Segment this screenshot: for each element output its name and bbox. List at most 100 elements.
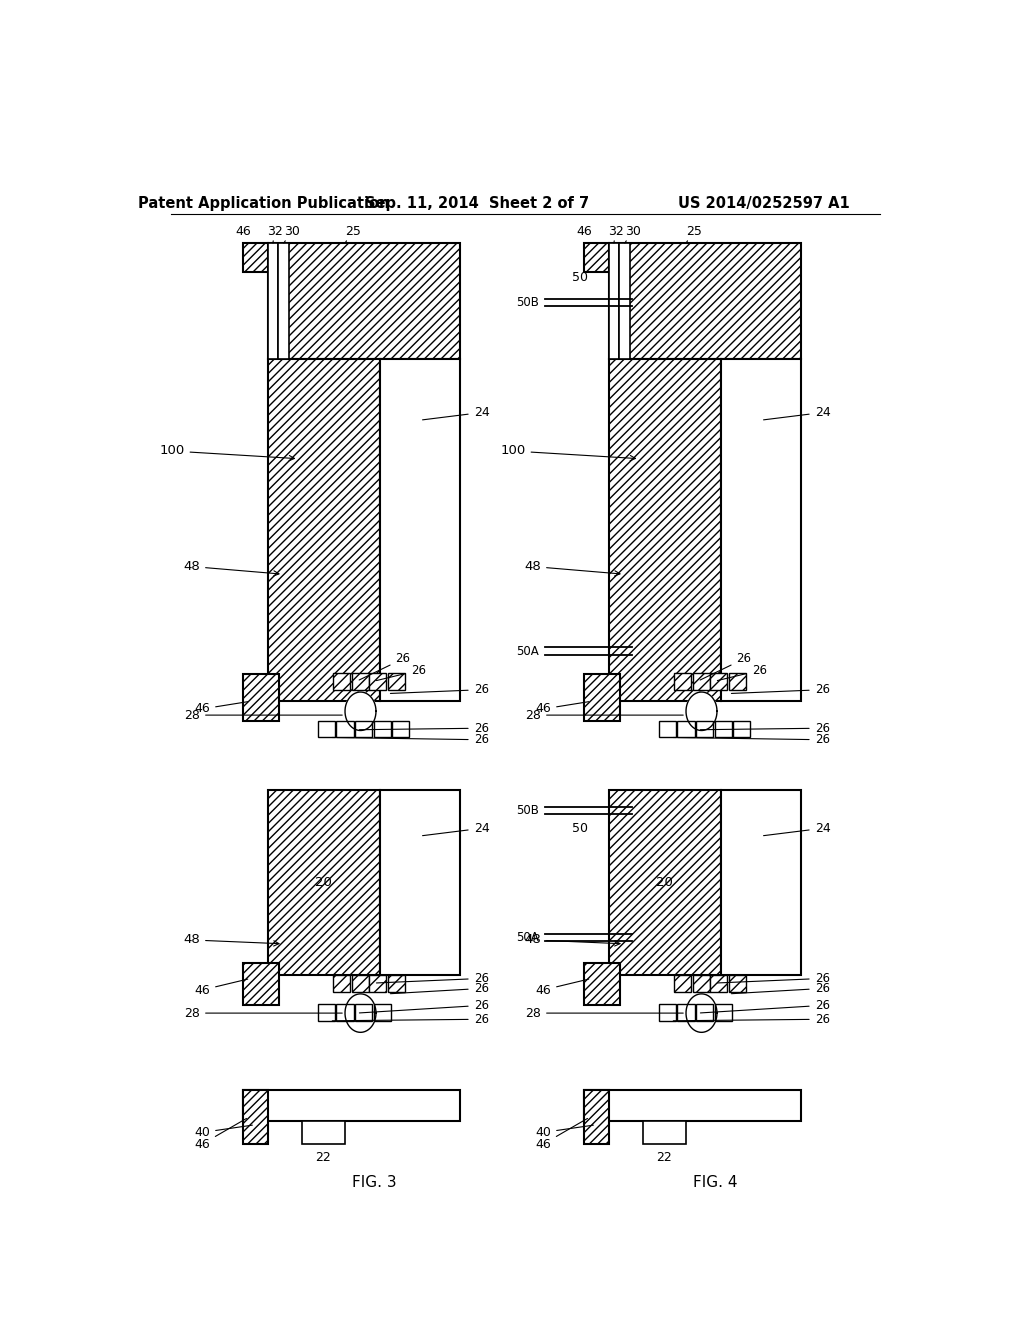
Bar (658, 1003, 676, 1020)
Text: 24: 24 (423, 822, 489, 836)
Text: 20: 20 (655, 875, 673, 888)
Text: 50: 50 (572, 822, 588, 834)
Bar (693, 974, 710, 991)
Text: 40: 40 (536, 1125, 593, 1139)
Bar (334, 974, 350, 991)
Text: 30: 30 (284, 224, 299, 243)
Text: 28: 28 (184, 709, 342, 722)
Text: 32: 32 (266, 224, 283, 243)
Text: 22: 22 (656, 1151, 672, 1164)
Text: 26: 26 (718, 664, 767, 681)
Text: 26: 26 (718, 972, 829, 985)
Bar (715, 1003, 732, 1020)
Bar (675, 974, 691, 991)
Text: 46: 46 (195, 979, 248, 997)
Text: 48: 48 (524, 560, 620, 576)
Text: 26: 26 (377, 664, 426, 681)
Bar (355, 721, 372, 738)
Bar (279, 243, 289, 359)
Text: 26: 26 (673, 733, 829, 746)
Text: 50: 50 (572, 271, 588, 284)
Bar (710, 974, 727, 991)
Text: 32: 32 (607, 224, 624, 243)
Bar (243, 1090, 460, 1121)
Bar (715, 721, 732, 738)
Bar (620, 243, 630, 359)
Bar (658, 721, 676, 738)
Bar (696, 721, 713, 738)
Bar (267, 789, 380, 974)
Bar (643, 1121, 686, 1144)
Bar (608, 789, 721, 974)
Bar (243, 964, 280, 1006)
Polygon shape (345, 994, 376, 1032)
Text: 28: 28 (525, 1007, 683, 1019)
Text: 46: 46 (195, 702, 248, 715)
Text: 46: 46 (236, 224, 255, 243)
Bar (584, 243, 608, 272)
Text: 100: 100 (501, 445, 636, 461)
Polygon shape (686, 994, 717, 1032)
Text: 24: 24 (423, 407, 489, 420)
Bar (317, 1003, 335, 1020)
Bar (693, 673, 710, 689)
Bar (267, 359, 380, 701)
Text: 20: 20 (314, 875, 332, 888)
Bar (710, 673, 727, 689)
Bar (675, 673, 691, 689)
Text: FIG. 4: FIG. 4 (693, 1175, 737, 1191)
Bar (608, 359, 721, 701)
Bar (608, 243, 620, 359)
Text: 26: 26 (332, 1012, 488, 1026)
Text: 100: 100 (160, 445, 295, 461)
Bar (721, 359, 801, 701)
Bar (317, 721, 335, 738)
Polygon shape (686, 692, 717, 730)
Bar (243, 1090, 267, 1144)
Text: FIG. 3: FIG. 3 (352, 1175, 396, 1191)
Bar (302, 1121, 345, 1144)
Bar (267, 243, 279, 359)
Text: 26: 26 (731, 982, 829, 995)
Text: 48: 48 (183, 933, 279, 946)
Bar (374, 1003, 391, 1020)
Bar (243, 243, 267, 272)
Text: Sep. 11, 2014  Sheet 2 of 7: Sep. 11, 2014 Sheet 2 of 7 (365, 195, 589, 211)
Text: 46: 46 (536, 979, 589, 997)
Text: 26: 26 (700, 652, 752, 680)
Bar (584, 964, 621, 1006)
Polygon shape (345, 692, 376, 730)
Text: 46: 46 (577, 224, 596, 243)
Text: 30: 30 (625, 224, 640, 243)
Bar (337, 721, 353, 738)
Bar (729, 673, 745, 689)
Text: 46: 46 (536, 702, 589, 715)
Bar (243, 675, 280, 721)
Text: 24: 24 (764, 822, 830, 836)
Bar (678, 721, 694, 738)
Bar (584, 675, 621, 721)
Bar (380, 789, 460, 974)
Text: 50A: 50A (516, 644, 539, 657)
Bar (380, 359, 460, 701)
Text: 22: 22 (315, 1151, 331, 1164)
Text: 40: 40 (195, 1125, 252, 1139)
Text: 48: 48 (524, 933, 620, 946)
Bar (388, 673, 404, 689)
Text: 28: 28 (184, 1007, 342, 1019)
Text: 50B: 50B (516, 296, 539, 309)
Bar (392, 721, 410, 738)
Text: 26: 26 (359, 652, 411, 680)
Text: 25: 25 (345, 224, 360, 243)
Bar (678, 1003, 694, 1020)
Text: 26: 26 (700, 999, 829, 1012)
Text: 46: 46 (195, 1118, 247, 1151)
Text: 28: 28 (525, 709, 683, 722)
Bar (696, 1003, 713, 1020)
Bar (733, 721, 751, 738)
Bar (369, 974, 386, 991)
Bar (334, 673, 350, 689)
Bar (584, 1090, 608, 1144)
Bar (729, 974, 745, 991)
Bar (608, 243, 801, 359)
